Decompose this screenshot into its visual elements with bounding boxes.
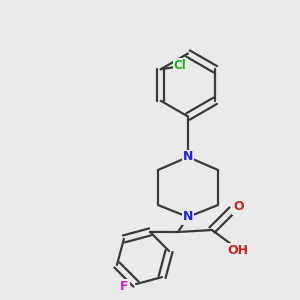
Text: O: O (233, 200, 244, 214)
Text: Cl: Cl (174, 59, 187, 72)
Text: N: N (183, 211, 193, 224)
Text: N: N (183, 151, 193, 164)
Text: OH: OH (227, 244, 248, 257)
Text: F: F (120, 280, 129, 293)
